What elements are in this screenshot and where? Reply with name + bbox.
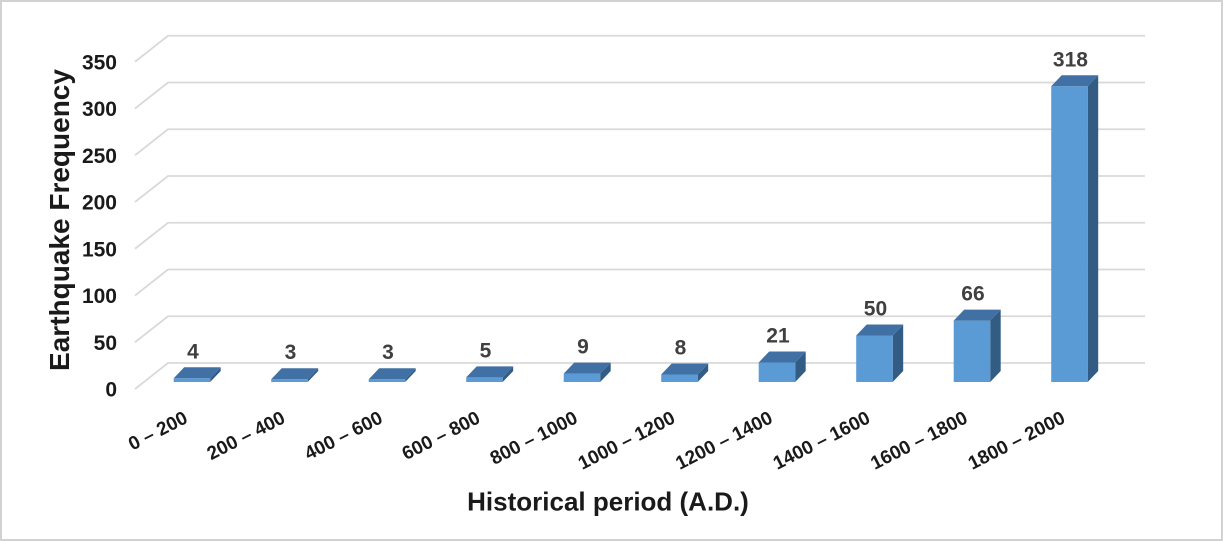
category-label: 0 – 200 bbox=[125, 408, 191, 455]
y-axis-title: Earthquake Frequency bbox=[44, 69, 75, 371]
category-label: 1200 – 1400 bbox=[673, 408, 777, 475]
gridline bbox=[134, 315, 1145, 343]
y-tick-label: 0 bbox=[105, 379, 117, 402]
bar-top-face bbox=[758, 351, 806, 363]
bar-top-face bbox=[953, 309, 1001, 321]
gridline bbox=[134, 268, 1145, 297]
bar-side-face bbox=[990, 309, 1001, 382]
bar-top-face bbox=[856, 324, 904, 336]
gridline bbox=[134, 362, 1145, 390]
bar bbox=[758, 351, 806, 382]
bar-top-face bbox=[661, 363, 709, 375]
y-tick-label: 50 bbox=[94, 332, 117, 355]
bar-top-face bbox=[466, 366, 514, 378]
y-tick-label: 350 bbox=[82, 51, 117, 74]
bar-side-face bbox=[697, 363, 709, 382]
bar-value-label: 50 bbox=[864, 298, 887, 321]
bar-front-face bbox=[953, 320, 991, 382]
bar-value-label: 9 bbox=[577, 336, 589, 359]
bar-front-face bbox=[661, 374, 698, 382]
bar-value-label: 4 bbox=[187, 340, 199, 363]
y-tick-label: 200 bbox=[82, 192, 117, 215]
bar bbox=[368, 368, 416, 382]
bar-value-label: 66 bbox=[961, 283, 984, 306]
y-tick-label: 300 bbox=[82, 98, 117, 121]
bar-side-face bbox=[892, 324, 904, 382]
bar-side-face bbox=[795, 351, 806, 382]
bar-value-label: 21 bbox=[766, 324, 790, 347]
bar-side-face bbox=[405, 368, 416, 382]
gridline bbox=[134, 81, 1145, 110]
category-label: 1400 – 1600 bbox=[770, 408, 874, 475]
category-label: 1800 – 2000 bbox=[965, 408, 1069, 475]
category-label: 600 – 800 bbox=[399, 408, 484, 465]
bar-front-face bbox=[466, 377, 503, 382]
category-label: 800 – 1000 bbox=[487, 408, 581, 470]
bar bbox=[271, 368, 319, 382]
bar-top-face bbox=[271, 368, 319, 380]
bar-top-face bbox=[173, 367, 221, 379]
bar-top-face bbox=[563, 362, 611, 374]
bar-value-label: 8 bbox=[675, 337, 687, 360]
x-axis-title: Historical period (A.D.) bbox=[467, 486, 749, 517]
bar bbox=[466, 366, 514, 382]
bar bbox=[173, 367, 221, 382]
gridline bbox=[134, 34, 1145, 63]
bar-side-face bbox=[502, 366, 514, 382]
bar-front-face bbox=[563, 373, 601, 382]
bar bbox=[661, 363, 709, 382]
y-tick-label: 150 bbox=[82, 238, 117, 261]
bar-front-face bbox=[271, 379, 308, 382]
bar-front-face bbox=[368, 379, 406, 382]
gridline bbox=[134, 175, 1145, 203]
category-label: 1000 – 1200 bbox=[575, 408, 679, 475]
bar-top-face bbox=[1051, 75, 1099, 87]
bar-front-face bbox=[1051, 86, 1088, 382]
bar-front-face bbox=[758, 362, 796, 382]
bar-front-face bbox=[173, 378, 211, 382]
bar-value-label: 3 bbox=[285, 341, 297, 364]
category-label: 1600 – 1800 bbox=[868, 408, 972, 475]
bar bbox=[563, 362, 611, 382]
bar-side-face bbox=[210, 367, 221, 382]
gridline bbox=[134, 221, 1145, 250]
bar bbox=[1051, 75, 1099, 382]
bar-side-face bbox=[307, 368, 319, 382]
bar-front-face bbox=[856, 335, 893, 382]
bar-value-label: 318 bbox=[1053, 48, 1088, 71]
gridline bbox=[134, 128, 1145, 156]
bar bbox=[953, 309, 1001, 382]
bar-value-label: 5 bbox=[480, 339, 492, 362]
bar-value-label: 3 bbox=[382, 341, 394, 364]
category-label: 400 – 600 bbox=[301, 408, 386, 465]
bar-side-face bbox=[1087, 75, 1099, 382]
y-tick-label: 250 bbox=[82, 145, 117, 168]
bar-top-face bbox=[368, 368, 416, 380]
bar-side-face bbox=[600, 362, 611, 382]
category-label: 200 – 400 bbox=[204, 408, 289, 465]
bar bbox=[856, 324, 904, 382]
y-tick-label: 100 bbox=[82, 285, 117, 308]
